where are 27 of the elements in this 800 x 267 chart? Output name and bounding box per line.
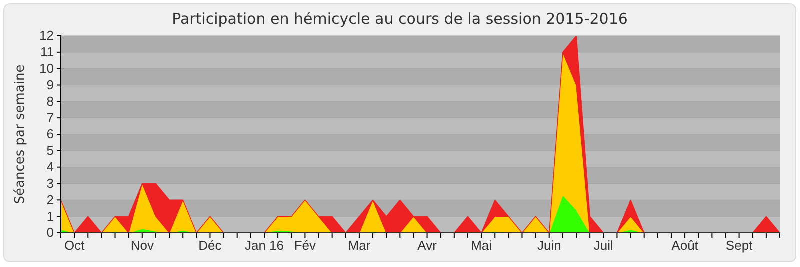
x-tick-label: Déc bbox=[198, 238, 222, 254]
y-tick-label: 8 bbox=[46, 94, 54, 109]
y-tick-label: 0 bbox=[46, 225, 54, 240]
y-tick-label: 11 bbox=[40, 44, 54, 60]
y-tick-label: 1 bbox=[46, 208, 54, 224]
x-tick-label: Oct bbox=[64, 238, 86, 254]
y-tick-label: 4 bbox=[46, 159, 54, 174]
y-tick-label: 12 bbox=[40, 28, 54, 44]
x-tick-label: Jan 16 bbox=[244, 238, 284, 254]
y-tick-label: 9 bbox=[46, 77, 54, 92]
x-tick-label: Fév bbox=[294, 238, 317, 254]
x-tick-label: Juil bbox=[594, 238, 614, 254]
x-tick-label: Juin bbox=[537, 238, 562, 254]
x-tick-label: Avr bbox=[418, 238, 438, 254]
x-tick-label: Sept bbox=[726, 238, 754, 254]
chart-title: Participation en hémicycle au cours de la session 2015-2016 bbox=[172, 10, 628, 28]
y-tick-label: 6 bbox=[46, 126, 54, 142]
y-tick-label: 10 bbox=[40, 60, 54, 76]
x-tick-label: Nov bbox=[130, 238, 154, 254]
x-tick-label: Mar bbox=[348, 238, 372, 254]
y-tick-label: 5 bbox=[46, 143, 54, 158]
y-axis-title: Séances par semaine bbox=[13, 64, 28, 204]
x-tick-label: Août bbox=[672, 238, 699, 254]
y-tick-label: 3 bbox=[46, 176, 54, 191]
y-tick-label: 2 bbox=[46, 192, 54, 208]
y-tick-label: 7 bbox=[46, 110, 54, 126]
x-tick-label: Mai bbox=[471, 238, 492, 254]
